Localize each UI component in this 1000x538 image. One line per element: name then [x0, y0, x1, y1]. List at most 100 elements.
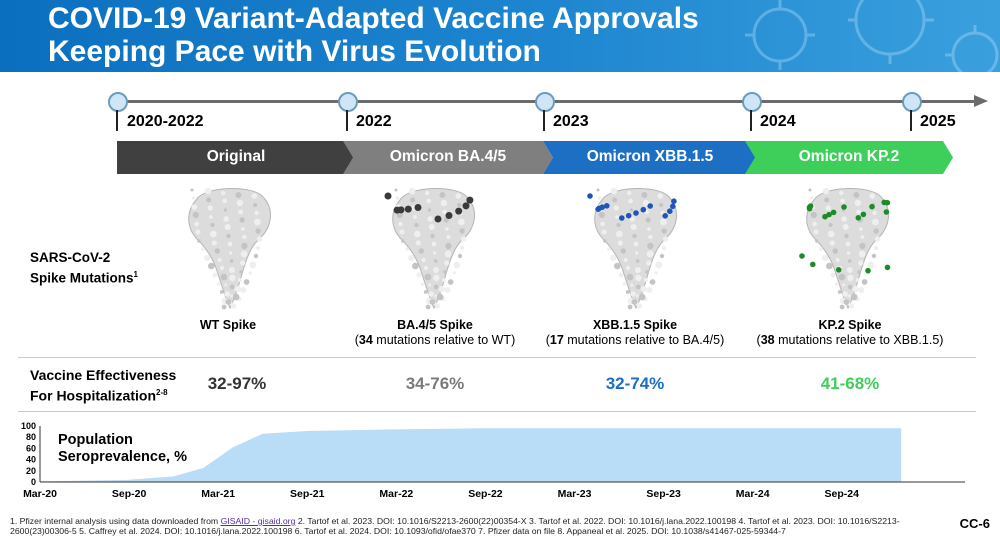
spike-texture-dot	[433, 284, 439, 290]
variant-band-xbb15: Omicron XBB.1.5	[543, 141, 757, 174]
spike-texture-dot	[253, 253, 259, 259]
spike-texture-dot	[850, 293, 858, 301]
spike-texture-dot	[217, 258, 222, 262]
slide-number: CC-6	[959, 516, 990, 531]
mutation-text: mutations relative to BA.4/5)	[563, 333, 725, 347]
spike-texture-dot	[237, 278, 242, 282]
spike-texture-dot	[822, 187, 830, 195]
timeline-year: 2023	[553, 113, 589, 130]
spike-texture-dot	[659, 253, 665, 259]
mutation-marker	[619, 215, 625, 221]
timeline-tick	[543, 110, 545, 131]
variant-label: Omicron KP.2	[798, 148, 900, 165]
spike-texture-dot	[627, 190, 632, 196]
spike-protein-xbb15-image	[587, 187, 678, 310]
ve-row-label-sup: 2-8	[156, 388, 168, 397]
spike-texture-dot	[405, 247, 409, 251]
timeline-node	[338, 92, 358, 112]
gisaid-link[interactable]: GISAID - gisaid.org	[220, 516, 296, 526]
spike-texture-dot	[858, 250, 866, 258]
spike-name: XBB.1.5 Spike	[592, 318, 678, 332]
spike-texture-dot	[194, 221, 199, 227]
title-banner: COVID-19 Variant-Adapted Vaccine Approva…	[0, 0, 1000, 72]
mutation-marker	[799, 253, 805, 259]
spike-texture-dot	[636, 294, 640, 298]
y-tick-label: 0	[31, 477, 36, 487]
spike-texture-dot	[657, 193, 664, 199]
spike-texture-dot	[210, 222, 215, 228]
spike-texture-dot	[424, 273, 432, 281]
spike-texture-dot	[241, 242, 248, 250]
variant-label: Omicron XBB.1.5	[586, 148, 714, 165]
spike-texture-dot	[601, 229, 607, 235]
mutation-marker	[599, 204, 605, 210]
spike-texture-dot	[443, 217, 449, 223]
mutation-marker	[810, 261, 816, 268]
spike-texture-dot	[822, 254, 829, 262]
mutation-marker	[835, 267, 842, 273]
spike-texture-dot	[660, 218, 667, 226]
variant-label: Original	[206, 148, 266, 165]
spike-row-label-line1: SARS-CoV-2	[30, 250, 111, 265]
effectiveness-value-kp2: 41-68%	[820, 374, 880, 393]
spike-texture-dot	[416, 272, 422, 278]
spike-texture-dot	[825, 205, 831, 211]
spike-texture-dot	[445, 227, 449, 231]
spike-caption-ba45: BA.4/5 Spike (34 mutations relative to W…	[325, 318, 545, 348]
spike-texture-dot	[235, 192, 242, 198]
spike-texture-dot	[224, 291, 230, 297]
spike-texture-dot	[253, 203, 258, 207]
spike-texture-dot	[620, 248, 626, 254]
spike-texture-dot	[661, 228, 667, 234]
y-tick-label: 80	[26, 432, 36, 442]
spike-texture-dot	[869, 193, 876, 199]
spike-texture-dot	[420, 282, 425, 286]
spike-texture-dot	[844, 233, 849, 239]
variant-band-original: Original	[117, 141, 355, 174]
mutation-marker	[625, 212, 632, 219]
spike-texture-dot	[830, 272, 836, 278]
spike-texture-dot	[206, 197, 212, 203]
spike-texture-dot	[635, 284, 641, 290]
spike-texture-dot	[240, 287, 247, 293]
spike-texture-dot	[872, 218, 879, 226]
mutation-marker	[404, 205, 412, 213]
spike-texture-dot	[395, 196, 400, 200]
spike-texture-dot	[812, 221, 817, 227]
spike-texture-dot	[813, 229, 819, 235]
spike-texture-dot	[641, 192, 648, 198]
spike-texture-dot	[648, 235, 653, 239]
spike-texture-dot	[412, 262, 419, 270]
mutation-marker	[587, 193, 593, 199]
footnote: 1. Pfizer internal analysis using data d…	[10, 516, 940, 536]
spike-texture-dot	[428, 224, 435, 230]
spike-texture-dot	[460, 236, 467, 242]
spike-texture-dot	[248, 271, 252, 275]
spike-texture-dot	[249, 261, 257, 269]
spike-texture-dot	[438, 285, 445, 293]
spike-texture-dot	[828, 222, 833, 228]
spike-texture-dot	[223, 216, 229, 222]
spike-texture-dot	[234, 285, 241, 293]
y-tick-label: 20	[26, 466, 36, 476]
mutation-marker	[462, 202, 470, 210]
chart-title-line2: Seroprevalence, %	[58, 449, 187, 465]
spike-texture-dot	[458, 218, 465, 226]
spike-texture-dot	[242, 235, 247, 239]
spike-texture-dot	[655, 261, 663, 269]
spike-texture-dot	[847, 284, 853, 290]
x-tick-label: Mar-21	[201, 488, 235, 500]
spike-texture-dot	[219, 265, 225, 271]
spike-texture-dot	[436, 293, 444, 301]
x-tick-label: Mar-23	[558, 488, 592, 500]
spike-texture-dot	[431, 241, 437, 247]
spike-texture-dot	[847, 251, 851, 255]
mutation-marker	[604, 203, 610, 209]
spike-texture-dot	[839, 304, 845, 310]
row-divider	[18, 357, 976, 358]
spike-texture-dot	[418, 248, 424, 254]
spike-texture-dot	[871, 253, 877, 259]
spike-texture-dot	[629, 216, 635, 222]
spike-texture-dot	[415, 240, 421, 246]
spike-texture-dot	[642, 199, 650, 207]
